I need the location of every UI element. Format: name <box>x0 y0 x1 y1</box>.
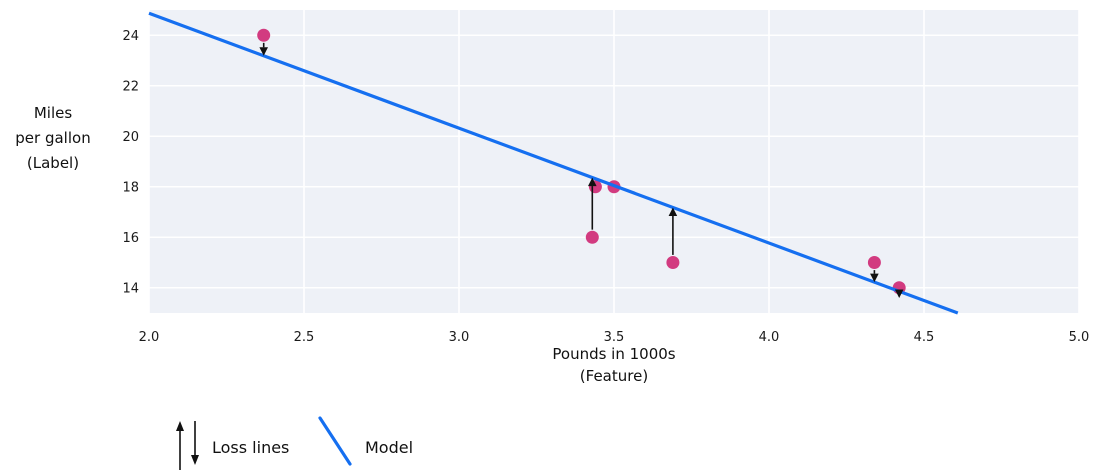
y-tick-label: 24 <box>122 29 139 44</box>
x-tick-label: 3.5 <box>604 330 625 345</box>
loss-line-arrow <box>870 270 879 283</box>
y-tick-label: 14 <box>122 281 139 296</box>
data-point <box>666 256 680 269</box>
y-axis-label: Miles per gallon (Label) <box>5 101 101 176</box>
legend: Loss lines Model <box>0 405 1099 472</box>
y-axis-label-line: per gallon <box>15 129 91 147</box>
y-tick-label: 16 <box>122 231 139 246</box>
model-line <box>148 11 959 315</box>
up-arrow-icon <box>176 421 184 470</box>
legend-label-model: Model <box>365 438 414 457</box>
loss-lines <box>259 42 904 298</box>
y-axis-tick-labels: 14 16 18 20 22 24 <box>122 29 139 297</box>
legend-label-loss-lines: Loss lines <box>212 438 290 457</box>
y-tick-label: 22 <box>122 79 139 94</box>
down-arrow-icon <box>191 421 199 465</box>
loss-line-arrow <box>668 207 678 255</box>
x-tick-label: 2.0 <box>139 330 160 345</box>
x-tick-label: 3.0 <box>449 330 470 345</box>
x-axis-label-line: (Feature) <box>579 367 649 385</box>
y-axis-label-line: Miles <box>33 104 73 122</box>
x-axis-label-line: Pounds in 1000s <box>552 345 676 363</box>
x-tick-label: 4.0 <box>759 330 780 345</box>
data-point <box>585 230 599 244</box>
x-axis-tick-labels: 2.0 2.5 3.0 3.5 4.0 4.5 5.0 <box>139 330 1090 345</box>
model-legend-icon <box>318 416 352 466</box>
data-point <box>867 256 881 269</box>
y-tick-label: 20 <box>122 130 139 145</box>
loss-line-arrow <box>588 177 597 230</box>
x-tick-label: 5.0 <box>1069 330 1090 345</box>
data-point <box>257 28 271 42</box>
loss-lines-legend-icon <box>176 421 199 470</box>
x-axis-label: Pounds in 1000s (Feature) <box>464 343 764 387</box>
x-tick-label: 2.5 <box>294 330 315 345</box>
y-axis-label-line: (Label) <box>26 154 80 172</box>
y-tick-label: 18 <box>122 180 139 195</box>
x-tick-label: 4.5 <box>914 330 935 345</box>
loss-line-arrow <box>894 289 904 298</box>
loss-line-arrow <box>259 42 268 56</box>
